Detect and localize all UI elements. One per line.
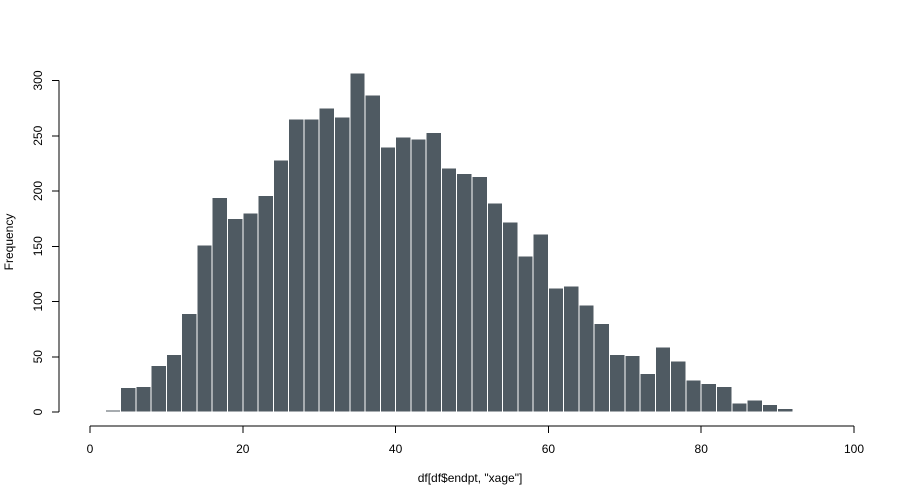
x-axis-title: df[df$endpt, "xage"]	[418, 471, 523, 485]
histogram-bar	[715, 386, 733, 413]
histogram-bar	[135, 386, 152, 413]
histogram-bar	[303, 118, 320, 413]
histogram-bar	[288, 118, 305, 413]
histogram-bar	[639, 372, 656, 413]
histogram-bar	[502, 221, 519, 413]
histogram-bar	[104, 409, 122, 413]
histogram-bar	[196, 244, 213, 413]
y-tick-label: 150	[31, 236, 45, 256]
x-tick-label: 60	[542, 442, 556, 456]
histogram-bar	[609, 354, 626, 413]
histogram-bar	[165, 354, 183, 413]
histogram-bar	[257, 194, 274, 413]
histogram-bar	[456, 172, 473, 413]
histogram-bar	[349, 72, 366, 413]
y-tick-label: 200	[31, 181, 45, 201]
histogram-bar	[593, 323, 611, 413]
histogram-bar	[333, 116, 351, 413]
histogram-bar	[822, 410, 840, 413]
y-tick-label: 100	[31, 291, 45, 311]
histogram-bar	[532, 233, 549, 413]
histogram-bar	[624, 355, 641, 413]
histogram-bar	[471, 176, 488, 413]
x-tick-label: 0	[87, 442, 94, 456]
histogram-bar	[120, 387, 137, 413]
histogram-bar	[211, 197, 229, 413]
histogram-bar	[181, 313, 198, 413]
histogram-bar	[318, 107, 335, 413]
x-axis-ticks: 0 20 40 60 80 100	[87, 426, 864, 456]
histogram-bar	[670, 360, 687, 413]
y-tick-label: 50	[31, 350, 45, 364]
histogram-bar	[486, 202, 504, 413]
histogram-bars	[89, 72, 840, 413]
x-tick-label: 100	[844, 442, 864, 456]
histogram-bar	[364, 94, 381, 413]
x-tick-label: 40	[389, 442, 403, 456]
histogram-bar	[563, 285, 580, 413]
x-tick-label: 20	[236, 442, 250, 456]
histogram-bar	[746, 399, 763, 413]
histogram-bar	[777, 408, 794, 413]
histogram-bar	[654, 346, 672, 413]
histogram-bar	[578, 304, 595, 413]
histogram-bar	[272, 159, 290, 413]
histogram-bar	[425, 131, 442, 413]
y-tick-label: 300	[31, 70, 45, 90]
histogram-bar	[395, 136, 412, 413]
histogram-bar	[685, 379, 702, 413]
histogram-bar	[700, 382, 717, 413]
histogram-bar	[761, 403, 779, 413]
x-tick-label: 80	[695, 442, 709, 456]
histogram-bar	[731, 402, 748, 413]
histogram-bar	[242, 212, 259, 413]
histogram-bar	[410, 138, 427, 413]
histogram-bar	[89, 410, 106, 413]
histogram-bar	[547, 287, 565, 413]
histogram-bar	[227, 218, 244, 413]
y-axis-ticks: 0 50 100 150 200 250 300	[31, 70, 59, 415]
histogram-bar	[440, 167, 458, 413]
histogram-bar	[150, 365, 167, 413]
y-tick-label: 250	[31, 125, 45, 145]
histogram-bar	[517, 255, 534, 413]
y-axis-title: Frequency	[2, 214, 16, 271]
histogram-bar	[379, 146, 397, 413]
y-tick-label: 0	[31, 408, 45, 415]
